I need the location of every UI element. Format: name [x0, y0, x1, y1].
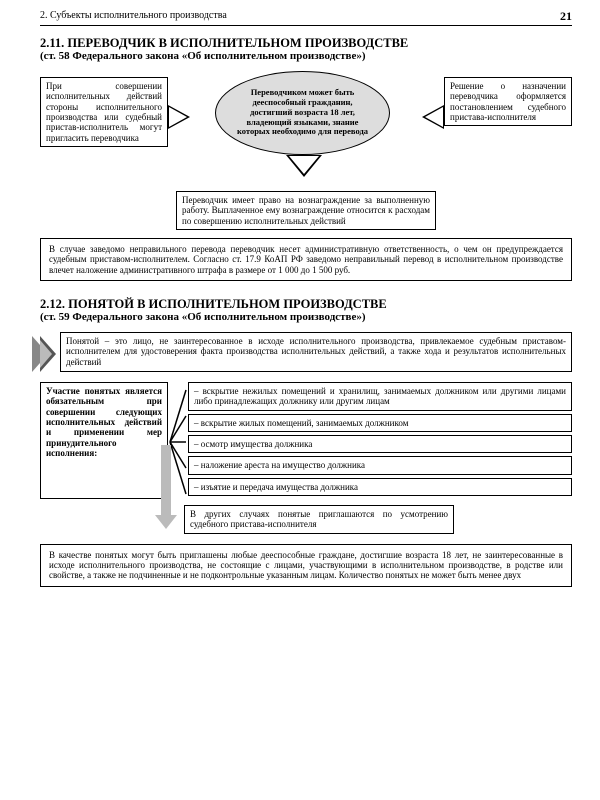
box-liability: В случае заведомо неправильного перевода… [40, 238, 572, 281]
brace-icon [168, 382, 188, 499]
list-item: – вскрытие жилых помещений, занимаемых д… [188, 414, 572, 432]
arrow-left-icon [168, 105, 190, 129]
box-right: Решение о назначении переводчика оформля… [444, 77, 572, 126]
box-compensation: Переводчик имеет право на вознаграждение… [176, 191, 436, 230]
arrow-right-icon [422, 105, 444, 129]
page-number: 21 [560, 10, 572, 24]
arrow-down-icon [156, 505, 178, 534]
list-item: – изъятие и передача имущества должника [188, 478, 572, 496]
box-mandatory: Участие понятых является обязательным пр… [40, 382, 168, 499]
arrow-down-icon [286, 155, 322, 177]
running-header: 2. Субъекты исполнительного производства… [40, 10, 572, 26]
section-211-title: 2.11. ПЕРЕВОДЧИК В ИСПОЛНИТЕЛЬНОМ ПРОИЗВ… [40, 36, 572, 50]
list-item: – вскрытие нежилых помещений и хранилищ,… [188, 382, 572, 411]
other-cases-row: В других случаях понятые приглашаются по… [156, 505, 572, 534]
list-item: – осмотр имущества должника [188, 435, 572, 453]
section-211-subtitle: (ст. 58 Федерального закона «Об исполнит… [40, 50, 572, 63]
definition-row: Понятой – это лицо, не заинтересованное … [40, 332, 572, 372]
items-column: – вскрытие нежилых помещений и хранилищ,… [188, 382, 572, 499]
box-other-cases: В других случаях понятые приглашаются по… [184, 505, 454, 534]
box-eligibility: В качестве понятых могут быть приглашены… [40, 544, 572, 587]
chevron-right-icon [40, 336, 56, 372]
list-item: – наложение ареста на имущество должника [188, 456, 572, 474]
diagram-211: При совершении исполнительных действий с… [40, 71, 572, 183]
oval-definition: Переводчиком может быть дееспособный гра… [215, 71, 390, 155]
section-212-subtitle: (ст. 59 Федерального закона «Об исполнит… [40, 311, 572, 324]
box-definition: Понятой – это лицо, не заинтересованное … [60, 332, 572, 372]
chapter-label: 2. Субъекты исполнительного производства [40, 10, 560, 24]
section-212-title: 2.12. ПОНЯТОЙ В ИСПОЛНИТЕЛЬНОМ ПРОИЗВОДС… [40, 297, 572, 311]
box-left: При совершении исполнительных действий с… [40, 77, 168, 147]
mandatory-list: Участие понятых является обязательным пр… [40, 382, 572, 499]
